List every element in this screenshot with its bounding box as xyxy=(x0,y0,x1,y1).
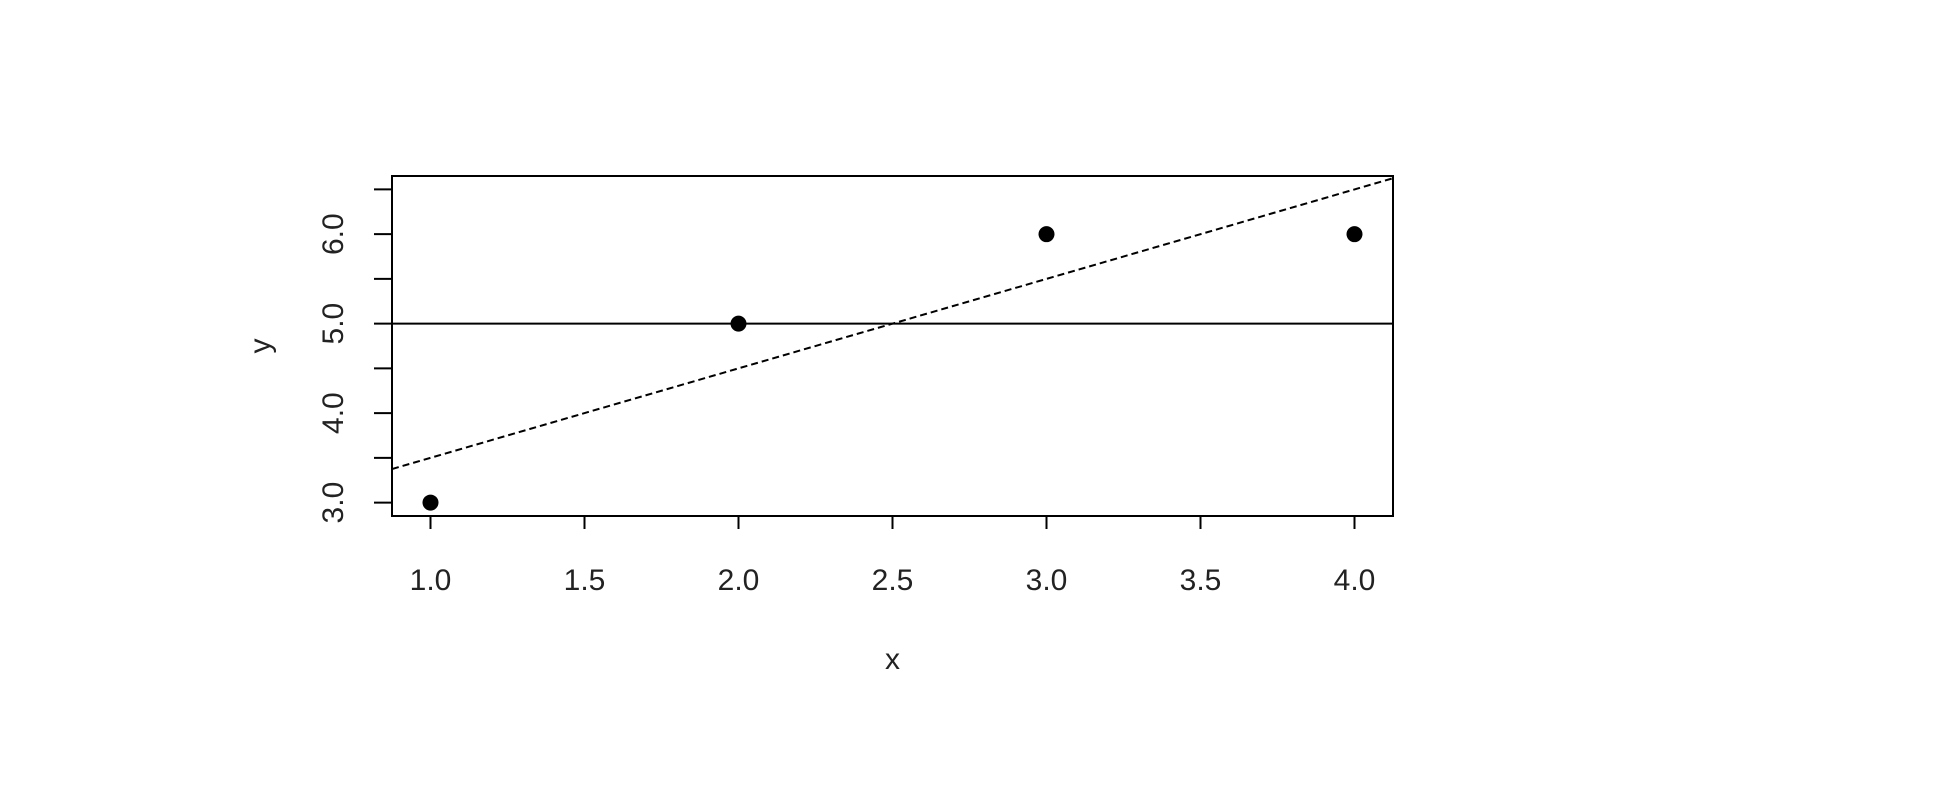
x-tick-label: 2.0 xyxy=(718,564,760,597)
y-tick-label: 5.0 xyxy=(317,303,350,345)
x-tick-label: 4.0 xyxy=(1334,564,1376,597)
reference-lines xyxy=(391,177,1394,470)
x-axis: 1.0 1.5 2.0 2.5 3.0 3.5 4.0 xyxy=(410,515,1376,597)
data-points xyxy=(422,226,1363,511)
y-tick-label: 3.0 xyxy=(317,482,350,524)
data-point xyxy=(422,494,439,511)
dashed-fit-line xyxy=(391,177,1394,470)
plot-frame xyxy=(391,175,1394,517)
x-tick-label: 3.0 xyxy=(1026,564,1068,597)
data-point xyxy=(1038,226,1055,243)
x-tick-label: 2.5 xyxy=(872,564,914,597)
x-axis-label: x xyxy=(885,643,900,676)
data-point xyxy=(730,315,747,332)
x-tick-label: 3.5 xyxy=(1180,564,1222,597)
x-tick-label: 1.5 xyxy=(564,564,606,597)
y-axis: 3.0 4.0 5.0 6.0 xyxy=(317,188,393,524)
y-tick-label: 4.0 xyxy=(317,392,350,434)
x-tick-label: 1.0 xyxy=(410,564,452,597)
y-axis-label: y xyxy=(244,339,277,354)
data-point xyxy=(1346,226,1363,243)
y-tick-label: 6.0 xyxy=(317,213,350,255)
